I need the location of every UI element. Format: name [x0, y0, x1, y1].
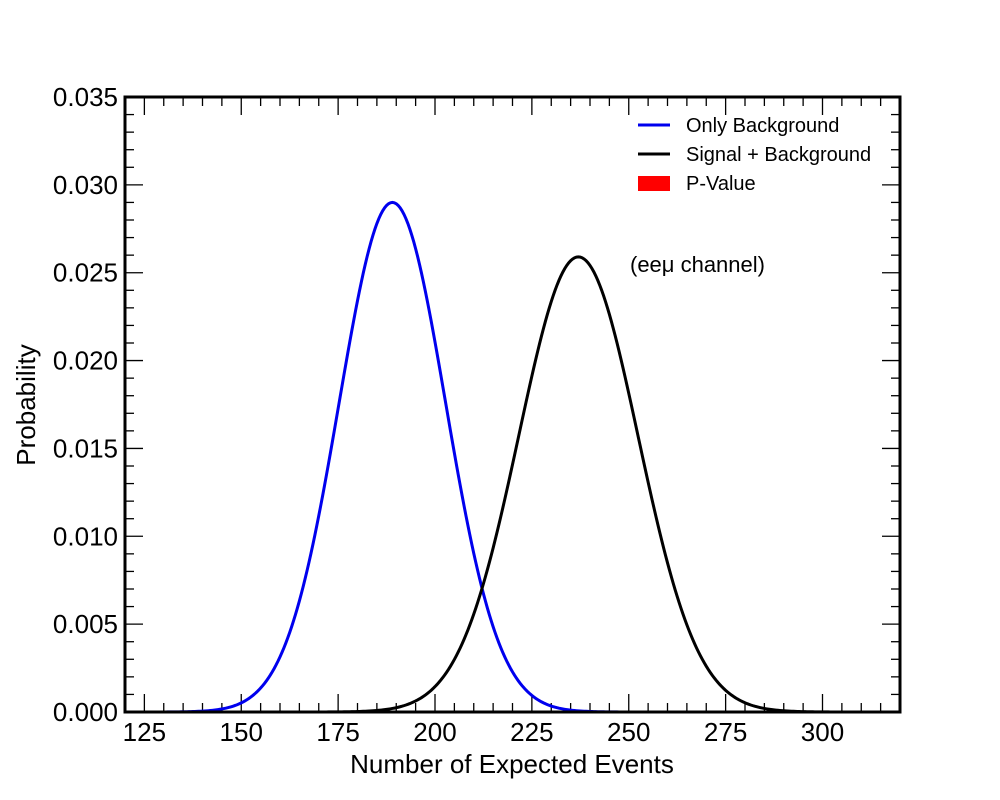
y-tick-label: 0.005: [53, 609, 118, 639]
legend-label-only-background: Only Background: [686, 115, 839, 137]
x-tick-label: 225: [510, 717, 553, 747]
x-tick-label: 275: [704, 717, 747, 747]
legend-marker-p-value: [638, 176, 670, 191]
y-tick-label: 0.030: [53, 170, 118, 200]
legend-label-signal-background: Signal + Background: [686, 144, 871, 166]
x-tick-label: 300: [801, 717, 844, 747]
y-tick-label: 0.010: [53, 521, 118, 551]
y-tick-label: 0.020: [53, 346, 118, 376]
y-tick-label: 0.025: [53, 258, 118, 288]
plot-frame: [123, 95, 902, 714]
y-tick-label: 0.015: [53, 433, 118, 463]
series-line-only-background: [125, 200, 900, 714]
curves-layer: [125, 200, 900, 714]
tick-labels-layer: 125 150 175 200 225 250 275 300 0.000 0.005 0.010 0…: [53, 82, 844, 747]
x-tick-label: 200: [413, 717, 456, 747]
legend-label-p-value: P-Value: [686, 173, 756, 195]
series-line-signal-background: [125, 255, 900, 714]
y-tick-label: 0.000: [53, 697, 118, 727]
legend: Only Background Signal + Background P-Va…: [638, 115, 871, 195]
y-axis-label: Probability: [11, 344, 41, 465]
channel-annotation: (eeμ channel): [630, 252, 765, 277]
x-tick-label: 125: [123, 717, 166, 747]
x-tick-label: 150: [220, 717, 263, 747]
x-tick-label: 175: [316, 717, 359, 747]
x-axis-label: Number of Expected Events: [350, 749, 674, 779]
y-tick-label: 0.035: [53, 82, 118, 112]
ticks-layer: [124, 96, 901, 713]
x-tick-label: 250: [607, 717, 650, 747]
